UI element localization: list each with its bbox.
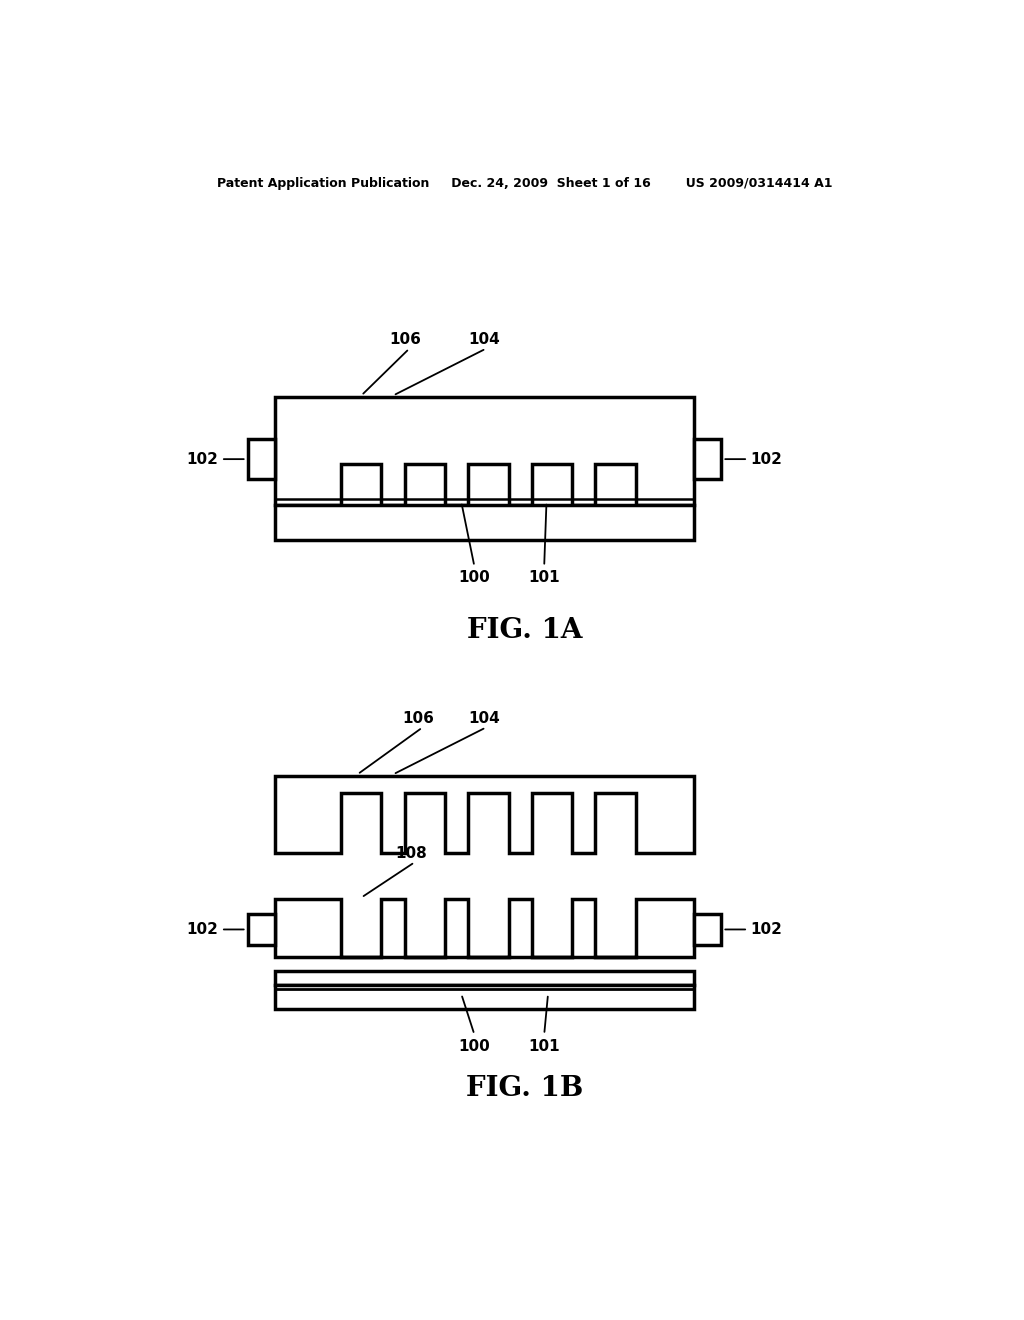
Polygon shape <box>248 440 275 479</box>
Polygon shape <box>275 397 693 506</box>
Text: 101: 101 <box>528 570 560 585</box>
Polygon shape <box>275 776 693 853</box>
Polygon shape <box>693 440 721 479</box>
Text: 106: 106 <box>402 711 434 726</box>
Text: 102: 102 <box>751 921 782 937</box>
Polygon shape <box>248 913 275 945</box>
Polygon shape <box>693 913 721 945</box>
Text: 101: 101 <box>528 1039 560 1053</box>
Text: 102: 102 <box>186 921 219 937</box>
Polygon shape <box>275 506 693 540</box>
Text: Patent Application Publication     Dec. 24, 2009  Sheet 1 of 16        US 2009/0: Patent Application Publication Dec. 24, … <box>217 177 833 190</box>
Text: 100: 100 <box>459 570 490 585</box>
Text: FIG. 1A: FIG. 1A <box>467 616 583 644</box>
Text: 104: 104 <box>469 711 501 726</box>
Text: FIG. 1B: FIG. 1B <box>466 1074 584 1102</box>
Text: 102: 102 <box>186 451 219 467</box>
Text: 100: 100 <box>459 1039 490 1053</box>
Polygon shape <box>275 985 693 1010</box>
Text: 104: 104 <box>469 333 501 347</box>
Text: 108: 108 <box>395 846 427 861</box>
Polygon shape <box>275 970 693 985</box>
Text: 106: 106 <box>389 333 422 347</box>
Polygon shape <box>275 899 693 957</box>
Text: 102: 102 <box>751 451 782 467</box>
